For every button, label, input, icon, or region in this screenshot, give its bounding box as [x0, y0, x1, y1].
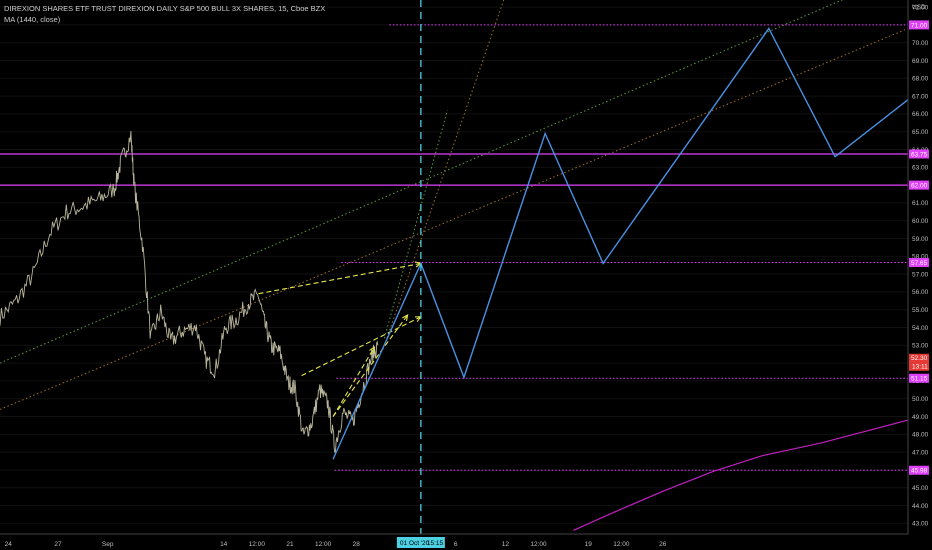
channel-line — [383, 110, 448, 339]
y-tick-label: 50.00 — [912, 396, 929, 403]
current-price-box — [909, 353, 929, 371]
price-series-layer — [0, 130, 379, 453]
x-tick-label: 14 — [220, 541, 228, 548]
x-tick-label: 21 — [286, 541, 294, 548]
cursor-date-label: 01 Oct '20 — [400, 540, 430, 547]
level-price-box — [909, 180, 929, 190]
forecast-arrow-head — [369, 346, 376, 354]
x-tick-label: 12:00 — [613, 541, 630, 548]
y-tick-label: 57.00 — [912, 271, 929, 278]
x-tick-label: 12 — [502, 541, 510, 548]
moving-average-line — [573, 419, 909, 531]
level-price-box — [909, 373, 929, 383]
channel-line — [0, 28, 909, 410]
y-tick-label: 55.00 — [912, 307, 929, 314]
y-gridlines — [0, 6, 908, 524]
y-tick-label: 59.00 — [912, 236, 929, 243]
y-tick-label: 48.00 — [912, 432, 929, 439]
moving-average-layer — [573, 419, 909, 531]
y-tick-label: 54.00 — [912, 325, 929, 332]
level-price-label: 57.65 — [911, 260, 928, 267]
level-price-box — [909, 258, 929, 268]
level-price-label: 45.98 — [911, 468, 928, 475]
forecast-arrow — [332, 314, 409, 417]
cursor-date-box — [396, 537, 445, 548]
price-axis: USD43.0044.0045.0046.0047.0048.0049.0050… — [907, 0, 932, 550]
symbol-title: DIREXION SHARES ETF TRUST DIREXION DAILY… — [4, 4, 326, 13]
y-tick-label: 61.00 — [912, 200, 929, 207]
y-tick-label: 63.00 — [912, 165, 929, 172]
cursor-time-label: 15:15 — [427, 540, 444, 547]
indicator-legend[interactable]: MA (1440, close) — [4, 15, 61, 24]
horizontal-levels — [0, 24, 908, 471]
price-series-line — [0, 130, 379, 453]
y-tick-label: 66.00 — [912, 111, 929, 118]
forecast-arrow — [332, 346, 375, 417]
level-price-box — [909, 149, 929, 159]
x-tick-label: 12:00 — [249, 541, 266, 548]
level-price-label: 62.00 — [911, 183, 928, 190]
level-price-box — [909, 20, 929, 30]
forecast-arrow-head — [402, 314, 409, 322]
level-price-label: 51.15 — [911, 376, 928, 383]
current-price-label: 52.30 — [911, 355, 928, 362]
y-tick-label: 45.00 — [912, 485, 929, 492]
channel-lines — [0, 0, 909, 410]
channel-line — [383, 0, 505, 346]
time-axis-background — [0, 534, 932, 550]
y-tick-label: 49.00 — [912, 414, 929, 421]
forecast-arrow-head — [414, 316, 422, 322]
y-tick-label: 47.00 — [912, 449, 929, 456]
x-tick-label: 26 — [659, 541, 667, 548]
x-tick-label: 27 — [54, 541, 62, 548]
forecast-arrows — [258, 261, 423, 417]
time-axis: 24 27 Sep 14 12:00 21 12:00 28 6 12 12:00 19 12:00 26… — [0, 533, 932, 550]
y-tick-label: 69.00 — [912, 58, 929, 65]
y-tick-label: 58.00 — [912, 254, 929, 261]
y-tick-label: 65.00 — [912, 129, 929, 136]
currency-label: USD — [912, 4, 926, 11]
projection-layer — [332, 27, 909, 460]
y-tick-label: 53.00 — [912, 343, 929, 350]
y-tick-label: 72.00 — [912, 4, 929, 11]
forecast-arrow — [301, 316, 422, 377]
y-tick-label: 44.00 — [912, 503, 929, 510]
level-price-label: 71.00 — [911, 22, 928, 29]
y-tick-label: 56.00 — [912, 289, 929, 296]
y-tick-label: 68.00 — [912, 76, 929, 83]
x-tick-label: 6 — [454, 541, 458, 548]
level-price-box — [909, 465, 929, 475]
x-tick-label: 12:00 — [530, 541, 547, 548]
y-tick-label: 60.00 — [912, 218, 929, 225]
y-tick-label: 70.00 — [912, 40, 929, 47]
x-tick-label: 12:00 — [315, 541, 332, 548]
projection-line — [332, 27, 909, 460]
y-tick-label: 67.00 — [912, 93, 929, 100]
y-tick-label: 43.00 — [912, 521, 929, 528]
x-tick-label: 24 — [5, 541, 13, 548]
level-price-label: 63.75 — [911, 151, 928, 158]
x-tick-label: 19 — [585, 541, 593, 548]
x-tick-label: Sep — [102, 541, 114, 548]
channel-line — [0, 0, 844, 364]
forecast-arrow — [258, 262, 421, 295]
x-tick-label: 28 — [353, 541, 361, 548]
countdown-label: 13:11 — [912, 363, 928, 370]
price-axis-background — [908, 0, 932, 550]
